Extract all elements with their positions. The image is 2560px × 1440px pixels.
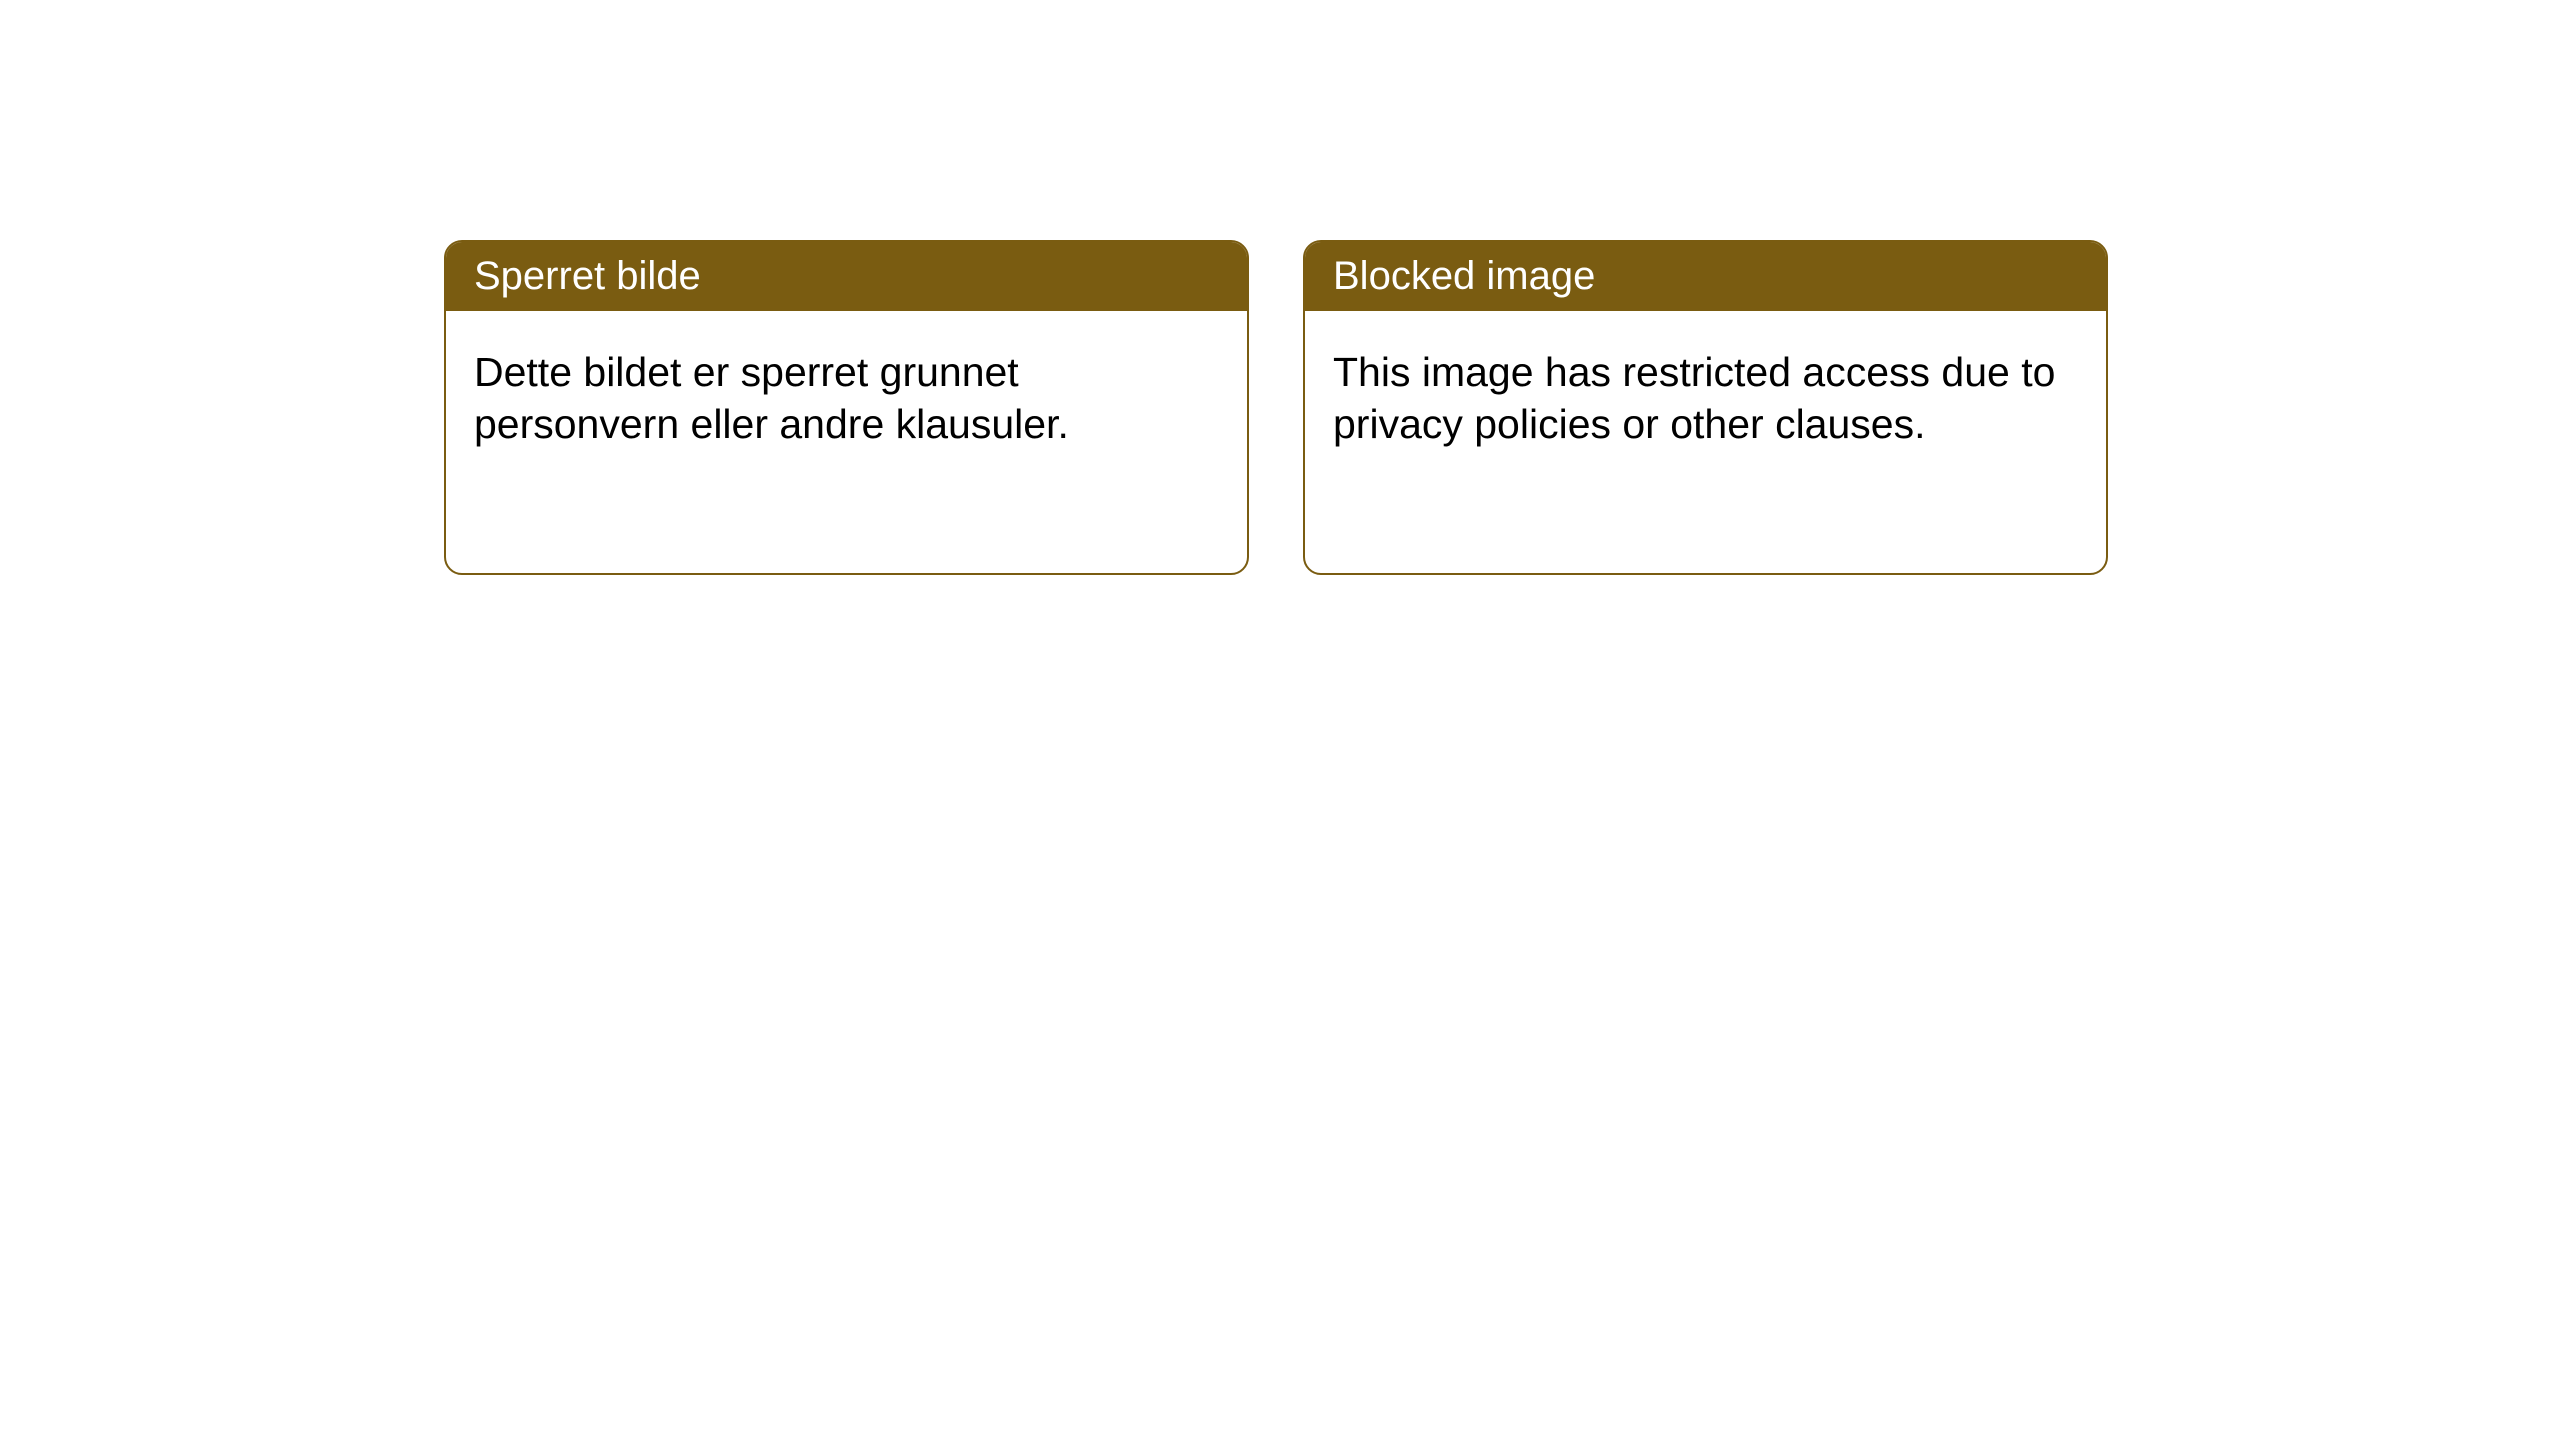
card-body: This image has restricted access due to … (1305, 311, 2106, 486)
card-message: Dette bildet er sperret grunnet personve… (474, 349, 1069, 447)
card-header: Sperret bilde (446, 242, 1247, 311)
notice-card-norwegian: Sperret bilde Dette bildet er sperret gr… (444, 240, 1249, 575)
card-header: Blocked image (1305, 242, 2106, 311)
card-title: Blocked image (1333, 254, 1595, 298)
notice-card-english: Blocked image This image has restricted … (1303, 240, 2108, 575)
card-message: This image has restricted access due to … (1333, 349, 2055, 447)
card-title: Sperret bilde (474, 254, 701, 298)
card-body: Dette bildet er sperret grunnet personve… (446, 311, 1247, 486)
notice-cards-container: Sperret bilde Dette bildet er sperret gr… (444, 240, 2108, 575)
